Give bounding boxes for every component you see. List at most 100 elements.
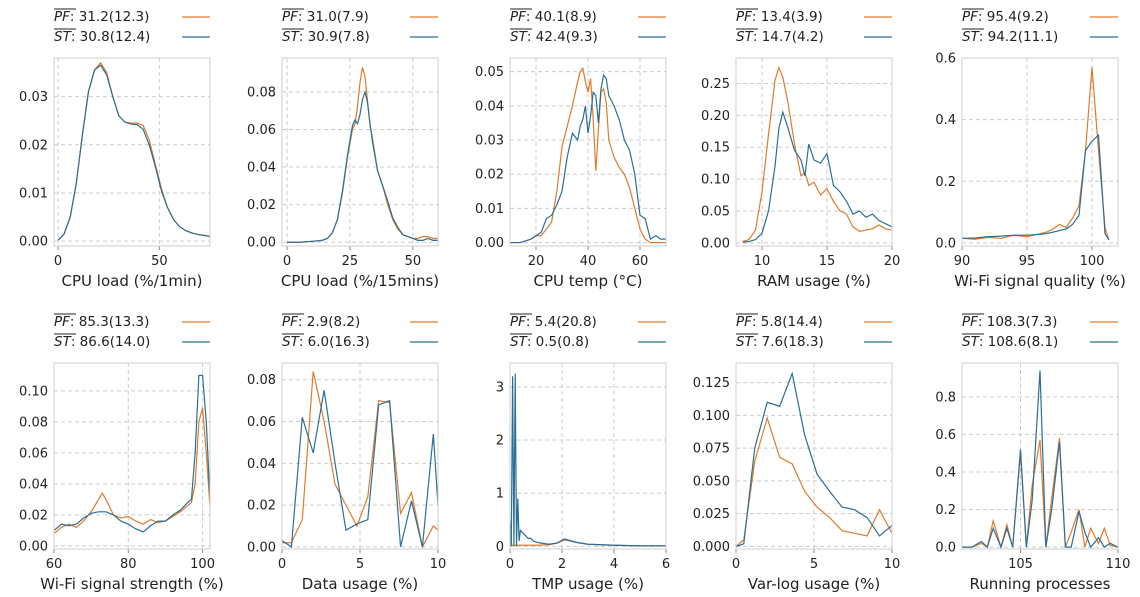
- subplot-4: 0.00 0.05 0.10 0.15 0.20 0.25 10 15 20 RAM usage …: [701, 8, 901, 290]
- x-tick-label: 0: [278, 557, 286, 572]
- series-line-pf: [962, 438, 1118, 549]
- x-tick-label: 50: [151, 254, 168, 269]
- plot-frame: [53, 57, 211, 247]
- y-tick-label: 0.00: [19, 235, 48, 250]
- legend-entry-pf: PF: 5.4(20.8): [510, 314, 597, 330]
- y-tick-label: 0.08: [247, 85, 276, 100]
- x-axis-label: RAM usage (%): [757, 272, 871, 290]
- x-tick-label: 6: [662, 557, 670, 572]
- series-line-st: [510, 73, 666, 244]
- x-tick-label: 105: [1008, 557, 1033, 572]
- plot-frame: [509, 57, 667, 247]
- series-line-st: [54, 374, 210, 533]
- y-tick-label: 0: [496, 540, 504, 555]
- y-tick-label: 0.125: [693, 376, 730, 391]
- legend-entry-st: ST: 14.7(4.2): [736, 29, 824, 45]
- y-tick-label: 0.6: [935, 52, 956, 67]
- x-tick-label: 2: [558, 557, 566, 572]
- series-line-pf: [736, 415, 892, 547]
- y-tick-label: 0.4: [935, 465, 956, 480]
- y-tick-label: 0.08: [247, 373, 276, 388]
- subplot-1: 0.00 0.01 0.02 0.03 0 50 CPU load (%/1min) PF: …: [19, 8, 211, 290]
- y-tick-label: 0.20: [701, 109, 730, 124]
- y-tick-label: 3: [496, 380, 504, 395]
- y-tick-label: 2: [496, 434, 504, 449]
- series-line-st: [736, 371, 892, 547]
- y-tick-label: 0.06: [247, 123, 276, 138]
- x-tick-label: 20: [884, 254, 901, 269]
- legend-entry-pf: PF: 2.9(8.2): [282, 314, 360, 330]
- y-tick-label: 0.03: [19, 90, 48, 105]
- x-tick-label: 100: [190, 557, 215, 572]
- y-tick-label: 0.06: [247, 415, 276, 430]
- series-line-pf: [742, 65, 892, 243]
- plot-frame: [961, 57, 1119, 247]
- y-tick-label: 0.0: [935, 541, 956, 556]
- legend-entry-pf: PF: 13.4(3.9): [736, 9, 823, 25]
- x-tick-label: 0: [506, 557, 514, 572]
- y-tick-label: 0.08: [19, 415, 48, 430]
- x-tick-label: 20: [528, 254, 545, 269]
- y-tick-label: 0.00: [701, 236, 730, 251]
- x-axis-label: CPU temp (°C): [534, 272, 643, 290]
- x-tick-label: 4: [610, 557, 618, 572]
- y-tick-label: 0.02: [19, 138, 48, 153]
- y-tick-label: 0.10: [19, 384, 48, 399]
- x-tick-label: 80: [120, 557, 137, 572]
- y-tick-label: 0.00: [19, 539, 48, 554]
- y-tick-label: 0.04: [247, 161, 276, 176]
- legend-entry-st: ST: 42.4(9.3): [510, 29, 598, 45]
- y-tick-label: 0.04: [475, 99, 504, 114]
- x-tick-label: 10: [884, 557, 901, 572]
- y-tick-label: 0.06: [19, 446, 48, 461]
- y-tick-label: 0.00: [247, 236, 276, 251]
- subplot-2: 0.00 0.02 0.04 0.06 0.08 0 25 50 CPU load (%/15m…: [247, 8, 439, 290]
- series-line-st: [962, 133, 1110, 241]
- x-tick-label: 0: [54, 254, 62, 269]
- plot-frame: [735, 57, 893, 247]
- series-line-st: [287, 89, 438, 243]
- legend-entry-st: ST: 108.6(8.1): [962, 334, 1058, 350]
- subplot-7: 0.00 0.02 0.04 0.06 0.08 0 5 10 Data usage (%) PF…: [247, 313, 446, 593]
- plot-frame: [281, 57, 439, 247]
- x-tick-label: 95: [1019, 254, 1036, 269]
- y-tick-label: 0.050: [693, 474, 730, 489]
- series-line-pf: [282, 371, 438, 549]
- x-axis-label: Running processes: [970, 575, 1111, 593]
- y-tick-label: 0.00: [247, 540, 276, 555]
- y-tick-label: 0.01: [19, 186, 48, 201]
- series-line-st: [742, 109, 892, 243]
- legend-entry-st: ST: 30.9(7.8): [282, 29, 370, 45]
- x-axis-label: TMP usage (%): [531, 575, 644, 593]
- series-line-st: [282, 390, 438, 548]
- x-tick-label: 100: [1080, 254, 1105, 269]
- series-line-st: [57, 64, 210, 241]
- x-tick-label: 60: [632, 254, 649, 269]
- series-line-st: [510, 373, 666, 547]
- subplot-8: 0 1 2 3 0 2 4 6 TMP usage (%) PF: 5.4(20.8) ST: 0.…: [496, 313, 670, 593]
- x-tick-label: 5: [356, 557, 364, 572]
- y-tick-label: 0.25: [701, 77, 730, 92]
- legend-entry-pf: PF: 85.3(13.3): [54, 314, 149, 330]
- x-tick-label: 60: [46, 557, 63, 572]
- y-tick-label: 0.6: [935, 428, 956, 443]
- legend-entry-st: ST: 0.5(0.8): [510, 334, 589, 350]
- subplot-10: 0.0 0.2 0.4 0.6 0.8 105 110 Running processes PF…: [935, 313, 1130, 593]
- x-tick-label: 0: [283, 254, 291, 269]
- legend-entry-st: ST: 86.6(14.0): [54, 334, 150, 350]
- y-tick-label: 0.02: [19, 508, 48, 523]
- x-tick-label: 50: [405, 254, 422, 269]
- y-tick-label: 0.02: [247, 499, 276, 514]
- x-axis-label: Data usage (%): [302, 575, 419, 593]
- series-line-pf: [510, 66, 666, 244]
- y-tick-label: 0.10: [701, 173, 730, 188]
- series-line-st: [962, 370, 1118, 549]
- series-line-pf: [54, 407, 210, 534]
- y-tick-label: 0.05: [701, 204, 730, 219]
- legend-entry-pf: PF: 40.1(8.9): [510, 9, 597, 25]
- plot-frame: [53, 362, 211, 550]
- x-axis-label: CPU load (%/15mins): [281, 272, 439, 290]
- series-line-pf: [287, 67, 438, 243]
- legend-entry-pf: PF: 31.0(7.9): [282, 9, 369, 25]
- plot-frame: [961, 362, 1119, 550]
